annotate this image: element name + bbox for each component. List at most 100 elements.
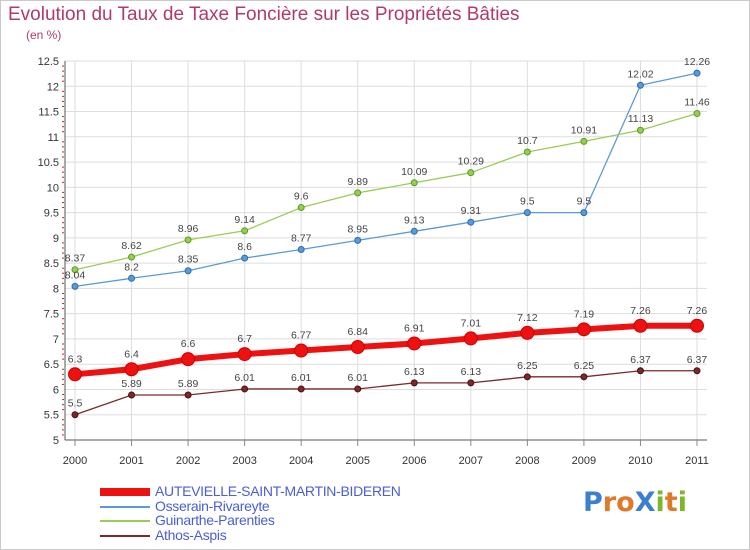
logo-letter: t: [664, 487, 678, 518]
data-point-0: [294, 343, 309, 358]
data-point-2: [354, 189, 362, 197]
data-point-1: [693, 69, 701, 77]
data-label-1: 9.5: [520, 196, 535, 208]
data-point-2: [241, 227, 249, 235]
x-tick-label: 2010: [628, 455, 652, 467]
y-tick-label: 9: [53, 233, 59, 245]
data-label-3: 5.89: [121, 378, 142, 390]
data-point-2: [523, 148, 531, 156]
y-tick-label: 9.5: [44, 208, 59, 220]
data-label-2: 10.09: [401, 166, 427, 178]
data-label-3: 6.25: [517, 360, 538, 372]
y-tick-label: 12.5: [38, 56, 59, 68]
data-label-2: 9.6: [294, 191, 309, 203]
data-point-1: [241, 254, 249, 262]
legend-label: Guinarthe-Parenties: [155, 512, 275, 528]
x-tick-label: 2011: [685, 455, 709, 467]
data-point-1: [467, 218, 475, 226]
data-label-2: 8.62: [121, 240, 142, 252]
chart-unit-label: (en %): [26, 28, 62, 42]
data-label-3: 6.37: [630, 354, 651, 366]
data-label-3: 6.25: [574, 360, 595, 372]
data-label-1: 9.31: [461, 205, 482, 217]
data-point-3: [241, 385, 249, 393]
data-label-2: 9.89: [348, 176, 369, 188]
series-line-0: [74, 322, 697, 378]
x-tick-label: 2000: [63, 455, 87, 467]
logo-letter: r: [602, 487, 617, 518]
data-point-1: [354, 236, 362, 244]
logo-letter: i: [677, 487, 687, 518]
data-label-0: 6.77: [291, 330, 312, 342]
data-label-2: 9.14: [234, 214, 255, 226]
data-label-1: 8.04: [65, 269, 86, 281]
x-tick-label: 2001: [119, 455, 143, 467]
data-point-3: [297, 385, 305, 393]
y-tick-label: 12: [47, 81, 59, 93]
y-tick-label: 6.5: [44, 359, 59, 371]
data-label-0: 6.6: [181, 338, 196, 350]
data-label-0: 6.4: [124, 348, 139, 360]
data-point-1: [184, 267, 192, 275]
legend-swatch: [100, 488, 150, 497]
data-point-2: [71, 266, 79, 274]
y-tick-label: 8.5: [44, 258, 59, 270]
x-tick-label: 2003: [232, 455, 256, 467]
data-label-3: 6.01: [291, 372, 312, 384]
y-tick-label: 7: [53, 334, 59, 346]
data-point-0: [463, 331, 478, 346]
y-tick-label: 11: [48, 132, 59, 144]
data-point-1: [580, 209, 588, 217]
data-point-0: [181, 352, 196, 367]
data-point-0: [520, 325, 535, 340]
x-tick-label: 2008: [515, 455, 539, 467]
logo-letter: P: [583, 487, 603, 518]
data-point-1: [128, 274, 136, 282]
data-point-0: [124, 362, 139, 377]
data-point-2: [410, 179, 418, 187]
data-label-0: 7.26: [687, 305, 708, 317]
data-point-2: [693, 110, 701, 118]
y-tick-label: 7.5: [44, 309, 59, 321]
data-label-1: 9.13: [404, 214, 425, 226]
x-tick-label: 2002: [176, 455, 200, 467]
data-label-3: 5.5: [68, 398, 83, 410]
data-label-3: 6.01: [234, 372, 255, 384]
data-point-0: [576, 322, 591, 337]
y-tick-label: 5.5: [44, 410, 59, 422]
data-label-2: 10.29: [458, 156, 484, 168]
proxiti-logo: ProXiti: [583, 487, 687, 518]
data-point-2: [128, 253, 136, 261]
data-label-3: 6.13: [461, 366, 482, 378]
data-label-1: 8.2: [124, 261, 139, 273]
data-point-1: [523, 209, 531, 217]
data-point-0: [407, 336, 422, 351]
data-point-0: [350, 340, 365, 355]
data-point-3: [128, 391, 136, 399]
data-label-2: 11.13: [628, 113, 654, 125]
legend-label: Osserain-Rivareyte: [155, 497, 270, 514]
data-label-0: 6.7: [237, 333, 252, 345]
data-label-0: 6.3: [68, 353, 83, 365]
data-point-3: [580, 373, 588, 381]
data-point-1: [71, 282, 79, 290]
x-tick-label: 2007: [459, 455, 483, 467]
data-label-1: 8.95: [348, 223, 369, 235]
y-tick-label: 10: [47, 182, 59, 194]
series-line-3: [74, 370, 697, 416]
data-point-2: [297, 204, 305, 212]
legend-swatch: [100, 505, 150, 508]
logo-letter: X: [634, 487, 656, 518]
data-label-3: 6.13: [404, 366, 425, 378]
data-point-3: [693, 367, 701, 375]
data-point-3: [71, 411, 79, 419]
data-label-2: 10.7: [517, 135, 538, 147]
data-label-0: 6.84: [348, 326, 369, 338]
data-label-1: 8.35: [178, 254, 199, 266]
logo-letter: o: [616, 487, 635, 518]
data-point-1: [297, 245, 305, 253]
data-point-0: [237, 347, 252, 362]
legend-label: Athos-Aspis: [155, 526, 227, 543]
